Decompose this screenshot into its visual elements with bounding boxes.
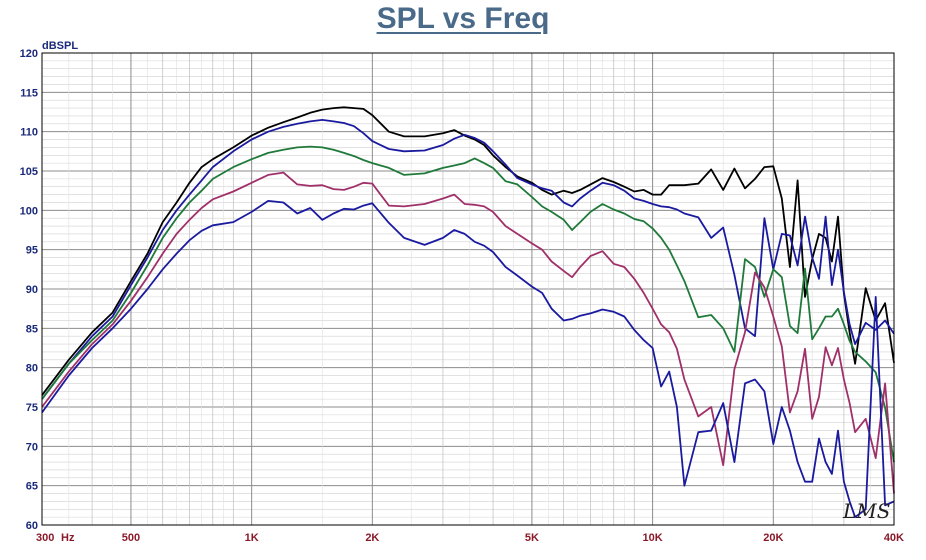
y-tick-label: 75 <box>26 402 38 414</box>
y-tick-label: 105 <box>20 166 38 178</box>
x-tick-label: 2K <box>365 532 379 544</box>
y-axis-unit: dBSPL <box>42 40 78 52</box>
x-tick-label: 500 <box>122 532 140 544</box>
series-line-3 <box>41 145 895 463</box>
x-tick-label: 40K <box>884 532 904 544</box>
plot-frame <box>41 52 895 526</box>
y-tick-label: 115 <box>20 87 38 99</box>
lms-watermark: LMS <box>842 499 890 523</box>
y-tick-label: 80 <box>26 363 38 375</box>
series-line-1 <box>41 106 895 396</box>
series-line-4 <box>41 171 895 494</box>
x-tick-label: 20K <box>763 532 783 544</box>
x-axis-unit: Hz <box>61 532 75 544</box>
y-tick-label: 70 <box>26 441 38 453</box>
x-tick-label: 1K <box>245 532 259 544</box>
x-tick-label: 300 <box>36 532 54 544</box>
y-tick-label: 60 <box>26 520 38 532</box>
chart-title: SPL vs Freq <box>376 2 550 35</box>
x-tick-label: 5K <box>525 532 539 544</box>
y-tick-labels: 60 65 70 75 80 85 90 95 100 105 110 115 120 <box>20 48 38 532</box>
y-tick-label: 90 <box>26 284 38 296</box>
y-tick-label: 120 <box>20 48 38 60</box>
y-tick-label: 65 <box>26 481 38 493</box>
grid <box>41 52 895 526</box>
y-tick-label: 85 <box>26 323 38 335</box>
y-tick-label: 110 <box>20 127 38 139</box>
series-lines <box>41 106 895 518</box>
x-tick-labels: 300 500 1K 2K 5K 10K 20K 40K <box>36 532 904 544</box>
x-tick-label: 10K <box>643 532 663 544</box>
series-line-5 <box>41 199 895 518</box>
y-tick-label: 100 <box>20 205 38 217</box>
y-tick-label: 95 <box>26 245 38 257</box>
series-line-2 <box>41 119 895 400</box>
